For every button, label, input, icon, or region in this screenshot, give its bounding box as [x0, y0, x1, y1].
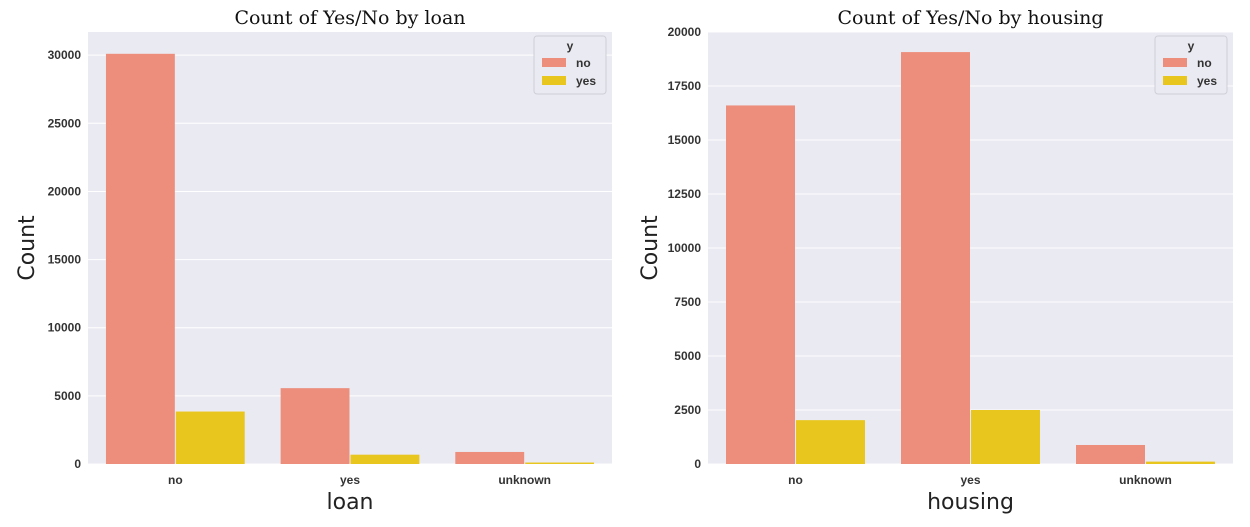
legend-label-yes: yes	[1197, 74, 1217, 88]
y-axis-label: Count	[638, 215, 663, 281]
y-tick-label: 5000	[674, 349, 701, 363]
bar-no-yes	[901, 52, 970, 464]
y-tick-label: 30000	[48, 48, 82, 62]
x-tick-labels: no yes unknown	[168, 473, 551, 487]
legend-swatch-no	[542, 58, 566, 67]
y-tick-label: 17500	[668, 79, 702, 93]
bar-no-no	[105, 53, 175, 465]
chart-title: Count of Yes/No by housing	[837, 7, 1103, 29]
bar-no-unknown	[1076, 444, 1145, 464]
y-tick-label: 12500	[668, 187, 702, 201]
legend-label-no: no	[576, 56, 591, 70]
bar-no-yes	[280, 388, 350, 464]
y-tick-label: 20000	[48, 184, 82, 198]
gridlines	[88, 54, 612, 465]
y-tick-label: 10000	[48, 321, 82, 335]
y-tick-labels: 0 2500 5000 7500 10000 12500 15000 17500 20000	[668, 25, 702, 471]
bar-yes-yes	[350, 454, 420, 464]
y-tick-label: 2500	[674, 403, 701, 417]
y-tick-label: 15000	[668, 133, 702, 147]
gridlines	[708, 31, 1233, 465]
bar-yes-unknown	[525, 462, 595, 464]
bars	[105, 53, 595, 465]
y-tick-label: 20000	[668, 25, 702, 39]
legend-swatch-yes	[542, 76, 566, 85]
x-tick-label: no	[168, 473, 183, 487]
y-tick-label: 25000	[48, 116, 82, 130]
legend: y no yes	[533, 35, 607, 95]
y-tick-label: 7500	[674, 295, 701, 309]
legend-swatch-no	[1163, 58, 1187, 67]
legend-title: y	[567, 39, 574, 53]
y-tick-label: 0	[74, 457, 81, 471]
x-tick-label: unknown	[1119, 473, 1172, 487]
bar-no-no	[726, 105, 795, 464]
bars	[726, 52, 1215, 464]
x-tick-label: yes	[340, 473, 360, 487]
chart-housing: 0 2500 5000 7500 10000 12500 15000 17500 20000 n…	[638, 7, 1233, 515]
x-axis-label: loan	[327, 490, 374, 515]
y-tick-labels: 0 5000 10000 15000 20000 25000 30000	[48, 48, 82, 471]
legend-label-yes: yes	[576, 74, 596, 88]
bar-yes-no	[175, 411, 245, 464]
x-tick-label: unknown	[498, 473, 551, 487]
bar-yes-yes	[971, 410, 1040, 464]
y-tick-label: 0	[694, 457, 701, 471]
bar-no-unknown	[455, 451, 525, 464]
legend-title: y	[1188, 39, 1195, 53]
bar-yes-unknown	[1146, 461, 1215, 464]
chart-loan: 0 5000 10000 15000 20000 25000 30000 no yes unkn…	[15, 7, 612, 515]
chart-title: Count of Yes/No by loan	[234, 7, 465, 29]
x-axis-label: housing	[927, 490, 1014, 515]
y-axis-label: Count	[15, 215, 40, 281]
x-tick-label: no	[788, 473, 803, 487]
y-tick-label: 10000	[668, 241, 702, 255]
legend: y no yes	[1154, 35, 1228, 95]
bar-yes-no	[796, 420, 865, 464]
legend-label-no: no	[1197, 56, 1212, 70]
legend-swatch-yes	[1163, 76, 1187, 85]
plot-area	[88, 32, 612, 464]
y-tick-label: 15000	[48, 253, 82, 267]
x-tick-labels: no yes unknown	[788, 473, 1172, 487]
y-tick-label: 5000	[54, 389, 81, 403]
x-tick-label: yes	[960, 473, 980, 487]
